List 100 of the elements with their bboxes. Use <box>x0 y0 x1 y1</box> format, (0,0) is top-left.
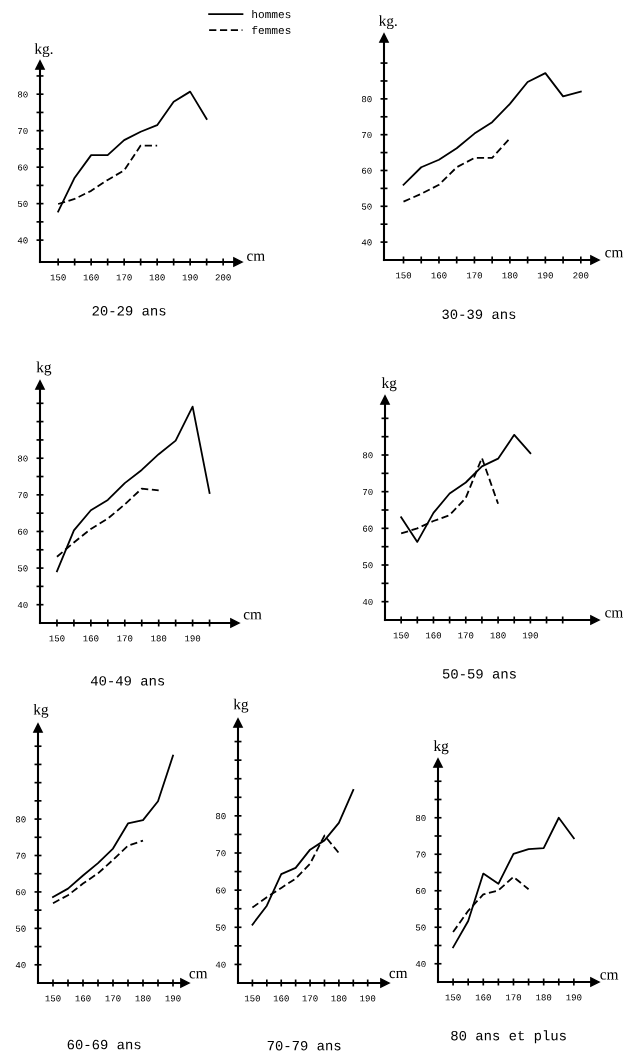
y-tick-label: 40 <box>215 961 226 968</box>
y-tick-label: 40 <box>415 960 426 968</box>
y-tick-label: 80 <box>17 455 28 462</box>
x-tick-label: 200 <box>215 274 231 281</box>
y-tick-label: 60 <box>18 164 28 171</box>
x-tick-label: 180 <box>149 274 165 281</box>
y-tick-label: 70 <box>363 488 373 496</box>
x-tick-label: 150 <box>50 274 66 281</box>
y-tick-label: 70 <box>216 850 226 857</box>
x-tick-label: 160 <box>83 274 99 281</box>
y-tick-label: 80 <box>361 96 372 103</box>
x-axis-title: cm <box>605 610 623 618</box>
y-tick-label: 60 <box>18 528 28 535</box>
text: 60-69 ans <box>67 1039 141 1050</box>
line-series <box>400 433 532 543</box>
y-axis-title: kg <box>381 377 397 392</box>
x-axis-title: cm <box>243 612 262 620</box>
legend-label: hommes <box>252 9 291 19</box>
text: 40-49 ans <box>90 676 165 686</box>
x-tick-label: 150 <box>396 272 412 279</box>
y-tick-label: 40 <box>362 598 373 606</box>
x-tick-label: 200 <box>573 272 589 279</box>
y-tick-label: 50 <box>415 924 426 931</box>
x-tick-label: 160 <box>83 635 99 642</box>
x-tick-label: 150 <box>49 635 65 642</box>
x-axis-title: cm <box>600 972 619 980</box>
x-tick-label: 170 <box>117 635 133 642</box>
x-tick-label: 180 <box>490 632 506 639</box>
x-tick-label: 180 <box>135 995 151 1002</box>
x-tick-label: 150 <box>393 632 409 639</box>
x-tick-label: 160 <box>273 995 289 1002</box>
line-series <box>452 816 575 949</box>
y-tick-label: 70 <box>18 127 28 135</box>
y-axis-title: kg <box>33 703 49 718</box>
y-axis-title: kg <box>433 740 449 755</box>
y-tick-label: 60 <box>363 525 373 532</box>
y-tick-label: 40 <box>15 962 26 969</box>
x-tick-label: 180 <box>536 994 552 1001</box>
y-tick-label: 60 <box>16 889 26 896</box>
y-axis-title: kg <box>36 361 52 376</box>
text: 80 ans et plus <box>451 1030 566 1044</box>
y-tick-label: 50 <box>362 562 373 569</box>
y-tick-label: 40 <box>17 237 28 244</box>
y-tick-label: 70 <box>416 851 426 858</box>
text: 70-79 ans <box>267 1040 341 1051</box>
x-tick-label: 170 <box>105 995 121 1002</box>
y-tick-label: 50 <box>17 200 28 207</box>
x-tick-label: 190 <box>182 274 198 281</box>
text: 20-29 ans <box>92 306 166 316</box>
x-axis-title: cm <box>247 253 265 261</box>
y-tick-label: 50 <box>361 203 372 210</box>
y-tick-label: 50 <box>15 925 26 932</box>
y-tick-label: 80 <box>17 91 28 98</box>
y-tick-label: 70 <box>362 131 372 139</box>
y-axis-title: kg <box>233 698 249 713</box>
x-tick-label: 190 <box>185 635 201 642</box>
y-tick-label: 80 <box>362 452 373 459</box>
line-series <box>52 839 144 905</box>
y-tick-label: 80 <box>15 816 26 823</box>
x-tick-label: 170 <box>458 632 474 639</box>
legend-label: femmes <box>252 25 291 35</box>
y-tick-label: 80 <box>415 814 426 822</box>
y-axis-title: kg. <box>378 15 397 30</box>
y-tick-label: 60 <box>416 887 426 895</box>
x-tick-label: 180 <box>331 995 347 1002</box>
line-series <box>251 788 355 926</box>
y-tick-label: 80 <box>215 813 226 820</box>
text: 50-59 ans <box>442 669 516 679</box>
x-tick-label: 160 <box>75 995 91 1002</box>
y-tick-label: 50 <box>215 924 226 931</box>
y-tick-label: 50 <box>17 565 28 572</box>
x-tick-label: 150 <box>445 994 461 1001</box>
x-tick-label: 180 <box>151 635 167 642</box>
line-series <box>57 90 208 213</box>
x-tick-label: 150 <box>244 995 260 1002</box>
x-tick-label: 160 <box>425 632 442 639</box>
x-tick-label: 180 <box>502 272 518 279</box>
y-tick-label: 70 <box>18 492 28 499</box>
x-tick-label: 160 <box>431 272 447 279</box>
x-axis-title: cm <box>189 971 208 979</box>
y-tick-label: 60 <box>216 887 226 894</box>
line-series <box>52 754 174 898</box>
text: 30-39 ans <box>442 309 516 320</box>
y-tick-label: 60 <box>362 167 372 174</box>
x-tick-label: 170 <box>302 995 318 1002</box>
line-series <box>56 405 211 573</box>
x-tick-label: 190 <box>566 994 582 1001</box>
x-tick-label: 150 <box>45 995 61 1002</box>
x-tick-label: 190 <box>360 995 376 1002</box>
line-series <box>402 137 511 203</box>
y-tick-label: 40 <box>361 239 372 246</box>
x-tick-label: 170 <box>116 274 132 281</box>
x-tick-label: 190 <box>537 272 553 279</box>
y-tick-label: 40 <box>17 601 28 609</box>
line-series <box>402 72 582 186</box>
x-tick-label: 160 <box>475 994 491 1001</box>
x-tick-label: 190 <box>522 632 538 639</box>
x-tick-label: 170 <box>506 994 522 1001</box>
x-tick-label: 170 <box>466 272 482 279</box>
y-tick-label: 70 <box>16 852 26 859</box>
